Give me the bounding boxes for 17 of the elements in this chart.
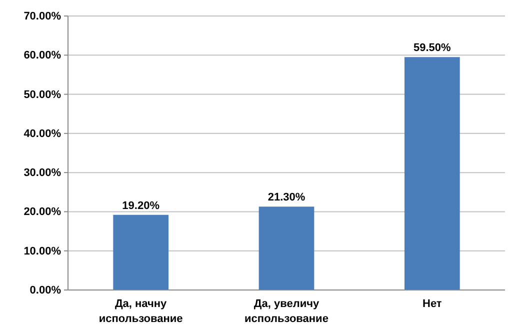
data-label: 19.20%	[122, 200, 160, 212]
data-label: 59.50%	[414, 42, 452, 54]
bar	[113, 214, 169, 290]
y-tick-label: 0.00%	[30, 284, 62, 297]
y-tick-label: 60.00%	[24, 50, 62, 62]
bar	[258, 206, 314, 290]
x-tick-label: Да, начну использование	[98, 298, 183, 325]
y-tick-label: 70.00%	[24, 10, 62, 23]
data-label: 21.30%	[268, 192, 306, 204]
y-tick-label: 50.00%	[24, 88, 62, 101]
y-tick-label: 40.00%	[24, 128, 62, 140]
x-tick-label: Да, увеличу использование	[244, 298, 328, 325]
bar	[404, 57, 460, 290]
y-tick-label: 30.00%	[24, 167, 62, 180]
y-tick-label: 10.00%	[24, 245, 62, 258]
x-tick-label: Нет	[422, 298, 442, 310]
y-tick-label: 20.00%	[24, 206, 62, 218]
